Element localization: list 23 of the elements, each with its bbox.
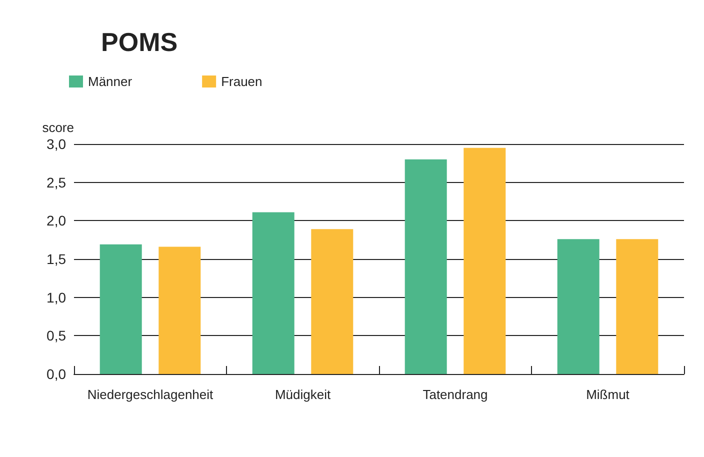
- bar: [557, 239, 600, 374]
- x-tick-label: Niedergeschlagenheit: [87, 387, 214, 402]
- x-tick-label: Mißmut: [586, 387, 630, 402]
- bar: [464, 148, 506, 374]
- chart-title: POMS: [101, 27, 178, 57]
- y-tick-label: 1,0: [46, 289, 66, 306]
- legend-label: Frauen: [221, 74, 262, 89]
- x-tick-label: Müdigkeit: [274, 387, 331, 402]
- y-axis-title: score: [42, 120, 74, 135]
- y-tick-label: 0,0: [46, 366, 66, 382]
- legend-label: Männer: [88, 74, 133, 89]
- bar: [616, 239, 658, 374]
- bar: [100, 244, 142, 374]
- bar: [158, 246, 201, 374]
- bar: [404, 159, 447, 374]
- bar: [252, 212, 294, 374]
- x-tick-label: Tatendrang: [422, 387, 488, 402]
- bar: [311, 229, 354, 374]
- y-tick-label: 2,5: [46, 174, 66, 190]
- y-tick-label: 0,5: [46, 328, 66, 344]
- y-tick-label: 3,0: [46, 136, 66, 152]
- y-tick-label: 1,5: [46, 251, 66, 267]
- y-tick-label: 2,0: [46, 212, 66, 229]
